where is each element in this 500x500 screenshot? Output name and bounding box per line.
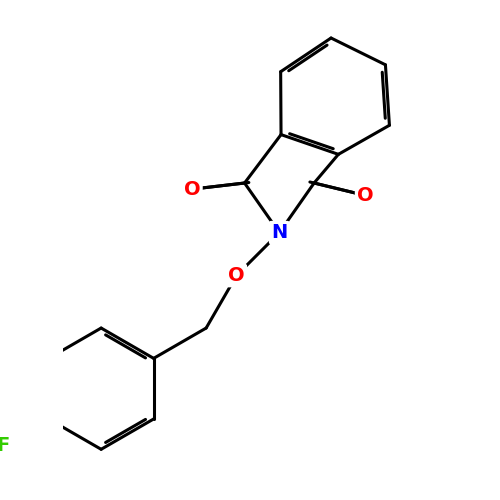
Text: O: O — [184, 180, 200, 199]
Text: N: N — [271, 223, 287, 242]
Text: O: O — [357, 186, 374, 205]
Text: O: O — [228, 266, 245, 285]
Text: F: F — [0, 436, 10, 455]
